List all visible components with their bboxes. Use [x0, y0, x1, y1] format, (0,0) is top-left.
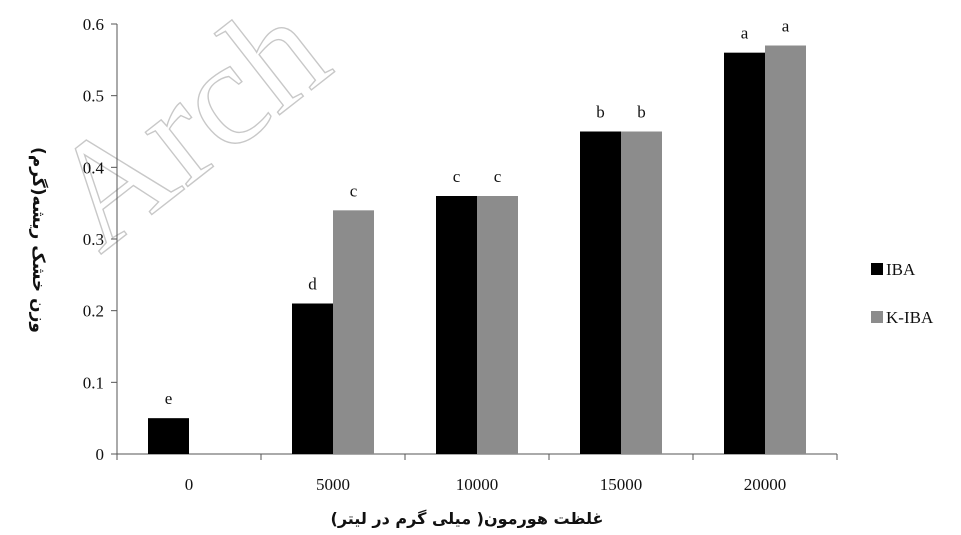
significance-label: b [596, 103, 605, 122]
legend-swatch [871, 311, 883, 323]
y-tick-label: 0.1 [83, 373, 104, 392]
bar-iba-15000 [580, 131, 621, 454]
significance-label: c [453, 167, 461, 186]
legend-swatch [871, 263, 883, 275]
significance-label: a [741, 24, 749, 43]
y-tick-label: 0.2 [83, 302, 104, 321]
x-tick-label: 10000 [456, 475, 499, 494]
significance-label: b [637, 103, 646, 122]
bars: e d c b a c c b a [148, 17, 806, 455]
y-tick-label: 0 [96, 445, 105, 464]
x-tick-label: 15000 [600, 475, 643, 494]
significance-label: c [494, 167, 502, 186]
watermark: Arch [18, 0, 356, 281]
x-axis-title: غلظت هورمون( میلی گرم در لیتر) [331, 509, 604, 528]
legend-label: K-IBA [886, 308, 934, 327]
legend: IBA K-IBA [871, 260, 934, 327]
axes: 0 0.1 0.2 0.3 0.4 0.5 0.6 0 5000 10000 15000 20000 [83, 15, 838, 494]
y-tick-label: 0.6 [83, 15, 104, 34]
bar-iba-20000 [724, 52, 765, 455]
y-tick-label: 0.3 [83, 230, 104, 249]
significance-label: c [350, 181, 358, 200]
bar-k-iba-20000 [765, 45, 806, 454]
legend-label: IBA [886, 260, 916, 279]
y-tick-label: 0.4 [83, 158, 105, 177]
x-tick-label: 0 [185, 475, 194, 494]
y-tick-label: 0.5 [83, 87, 104, 106]
significance-label: e [165, 389, 173, 408]
significance-label: d [308, 275, 317, 294]
x-tick-label: 5000 [316, 475, 350, 494]
bar-k-iba-15000 [621, 131, 662, 454]
bar-iba-5000 [292, 303, 333, 454]
significance-label: a [782, 17, 790, 36]
bar-iba-0 [148, 418, 189, 454]
x-tick-label: 20000 [744, 475, 787, 494]
bar-iba-10000 [436, 196, 477, 454]
y-axis-title: وزن خشک ریشه(گرم) [28, 147, 49, 333]
bar-k-iba-5000 [333, 210, 374, 454]
bar-k-iba-10000 [477, 196, 518, 454]
